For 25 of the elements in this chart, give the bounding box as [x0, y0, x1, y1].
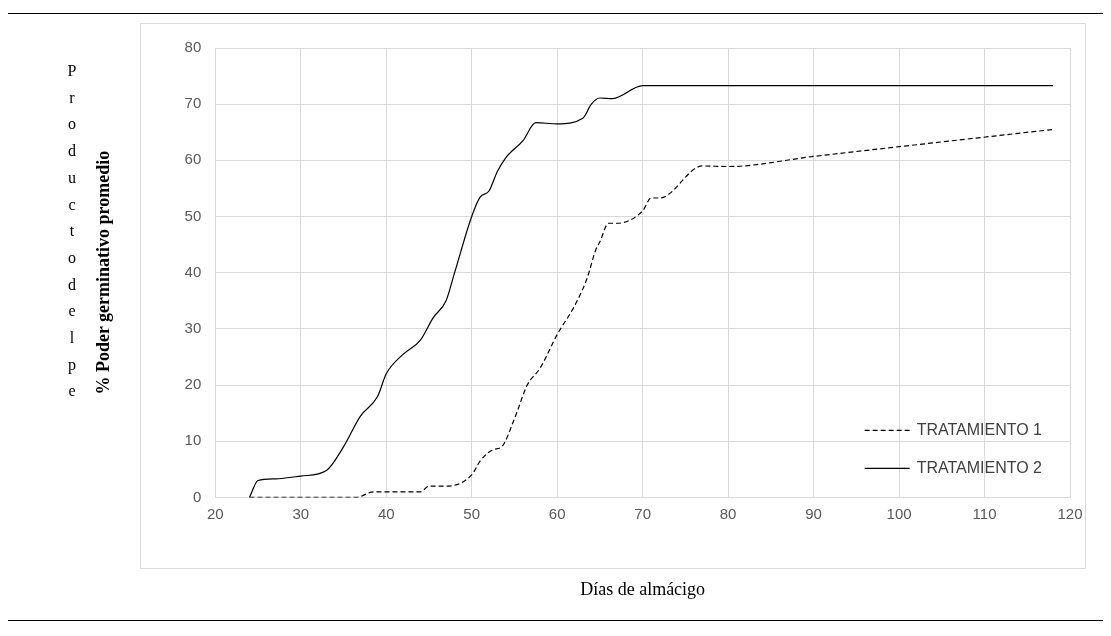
- text: Productodelpe: [67, 62, 77, 400]
- legend-label: TRATAMIENTO 1: [916, 420, 1043, 438]
- x-axis-title: Días de almácigo: [580, 578, 706, 599]
- x-tick-label: 110: [972, 504, 997, 522]
- x-tick-label: 20: [206, 504, 224, 522]
- y-tick-label: 70: [184, 94, 202, 112]
- y-tick-label: 40: [184, 262, 202, 280]
- x-tick-label: 40: [377, 504, 395, 522]
- x-tick-label: 60: [548, 504, 566, 522]
- x-tick-label: 80: [719, 504, 737, 522]
- y-axis-title: % Poder germinativo promedio: [93, 150, 114, 395]
- y-tick-label: 80: [184, 38, 202, 56]
- y-tick-label: 10: [184, 431, 202, 449]
- x-tick-label: 50: [463, 504, 481, 522]
- x-tick-label: 30: [292, 504, 310, 522]
- x-tick-label: 100: [886, 504, 912, 522]
- y-tick-label: 20: [184, 375, 202, 393]
- y-tick-label: 30: [184, 319, 202, 337]
- y-tick-label: 50: [184, 206, 202, 224]
- legend-label: TRATAMIENTO 2: [916, 458, 1043, 476]
- y-tick-label: 0: [192, 487, 202, 505]
- x-tick-label: 120: [1057, 504, 1083, 522]
- y-tick-label: 60: [184, 150, 202, 168]
- x-tick-label: 70: [634, 504, 651, 522]
- x-tick-label: 90: [805, 504, 822, 522]
